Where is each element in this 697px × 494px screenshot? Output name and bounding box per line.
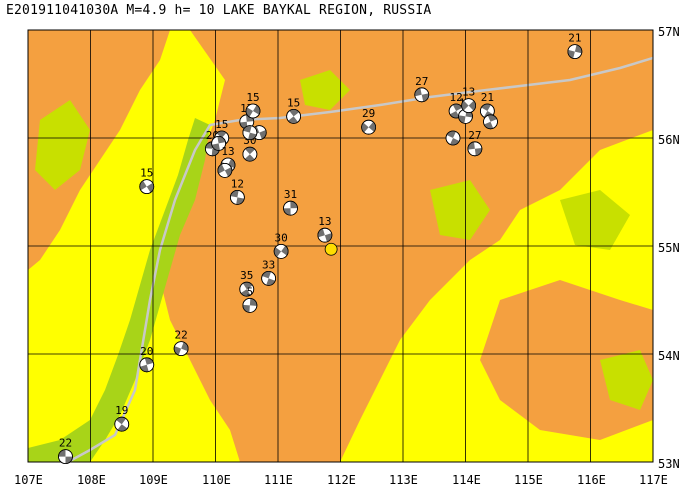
- focal-mechanism: [567, 44, 583, 59]
- focal-mechanism: [261, 270, 277, 286]
- focal-mechanism: [58, 449, 73, 465]
- upland-region-east: [480, 280, 653, 440]
- focal-mechanism: [317, 227, 333, 243]
- lon-label: 113E: [389, 473, 418, 487]
- lon-label: 107E: [14, 473, 43, 487]
- focal-mechanism: [242, 146, 258, 162]
- grid: [28, 30, 653, 462]
- hills-region: [35, 100, 90, 190]
- latitude-labels: 57N 56N 55N 54N 53N: [658, 25, 680, 471]
- lat-label: 55N: [658, 241, 680, 255]
- focal-mechanism: [239, 281, 255, 297]
- focal-mechanism: [361, 119, 377, 135]
- focal-mechanism: [173, 341, 189, 357]
- event-depth-label: 33: [262, 258, 275, 271]
- focal-mechanism: [483, 114, 498, 130]
- event-depth-label: 13: [221, 145, 234, 158]
- lon-label: 115E: [514, 473, 543, 487]
- lat-label: 54N: [658, 349, 680, 363]
- event-depth-label: 21: [481, 91, 494, 104]
- lon-label: 112E: [327, 473, 356, 487]
- event-depth-label: 12: [450, 91, 463, 104]
- event-depth-label: 30: [275, 231, 288, 244]
- event-depth-label: 19: [115, 404, 128, 417]
- longitude-labels: 107E 108E 109E 110E 111E 112E 113E 114E …: [14, 473, 668, 487]
- focal-mechanism: [211, 135, 227, 151]
- lon-label: 116E: [577, 473, 606, 487]
- focal-mechanism: [217, 162, 233, 178]
- focal-mechanism: [242, 125, 258, 141]
- event-depth-label: 15: [140, 167, 153, 180]
- map-frame: [27, 29, 654, 463]
- focal-mechanism: [114, 416, 130, 432]
- event-depth-label: 21: [568, 32, 581, 45]
- event-depth-label: 27: [468, 129, 481, 142]
- focal-mechanism: [242, 297, 258, 313]
- epicenter-marker: [324, 242, 338, 256]
- event-depth-label: 22: [175, 329, 188, 342]
- focal-mechanism: [467, 141, 483, 157]
- focal-mechanism: [245, 103, 261, 119]
- event-depth-label: 13: [462, 86, 475, 99]
- lat-label: 57N: [658, 25, 680, 39]
- map-title: E201911041030A M=4.9 h= 10 LAKE BAYKAL R…: [6, 3, 432, 18]
- focal-mechanism: [139, 357, 155, 373]
- epicenter-layer: [324, 242, 338, 256]
- upland-region-north: [480, 30, 653, 80]
- focal-mechanism: [283, 200, 298, 216]
- upland-region-west: [28, 30, 170, 270]
- lon-label: 114E: [452, 473, 481, 487]
- event-depth-label: 13: [318, 215, 331, 228]
- lon-label: 108E: [77, 473, 106, 487]
- event-depth-label: 22: [59, 437, 72, 450]
- lon-label: 117E: [639, 473, 668, 487]
- event-depth-label: 35: [240, 269, 253, 282]
- lat-label: 56N: [658, 133, 680, 147]
- lon-label: 109E: [139, 473, 168, 487]
- event-depth-label: 15: [287, 96, 300, 109]
- hills-region: [300, 70, 350, 110]
- hills-region: [600, 350, 653, 410]
- event-depth-label: 15: [246, 91, 259, 104]
- focal-mechanism: [286, 109, 302, 124]
- focal-mechanism: [414, 87, 430, 103]
- focal-mechanism: [461, 98, 477, 113]
- lon-label: 110E: [202, 473, 231, 487]
- event-depth-label: 31: [284, 188, 297, 201]
- event-depth-label: 15: [215, 118, 228, 131]
- lon-label: 111E: [264, 473, 293, 487]
- event-depth-label: 27: [415, 75, 428, 88]
- focal-mechanism: [273, 243, 289, 259]
- lat-label: 53N: [658, 457, 680, 471]
- events-layer: 2219202215201513123017151531301333355292…: [58, 32, 583, 465]
- event-depth-label: 5: [247, 285, 254, 298]
- focal-mechanism: [229, 189, 245, 205]
- event-depth-label: 29: [362, 107, 375, 120]
- focal-mechanism: [139, 179, 155, 195]
- event-depth-label: 12: [231, 177, 244, 190]
- focal-mechanism: [445, 130, 461, 146]
- hills-region: [560, 190, 630, 250]
- event-depth-label: 20: [140, 345, 153, 358]
- hills-region: [430, 180, 490, 240]
- lake-baikal: [28, 118, 210, 462]
